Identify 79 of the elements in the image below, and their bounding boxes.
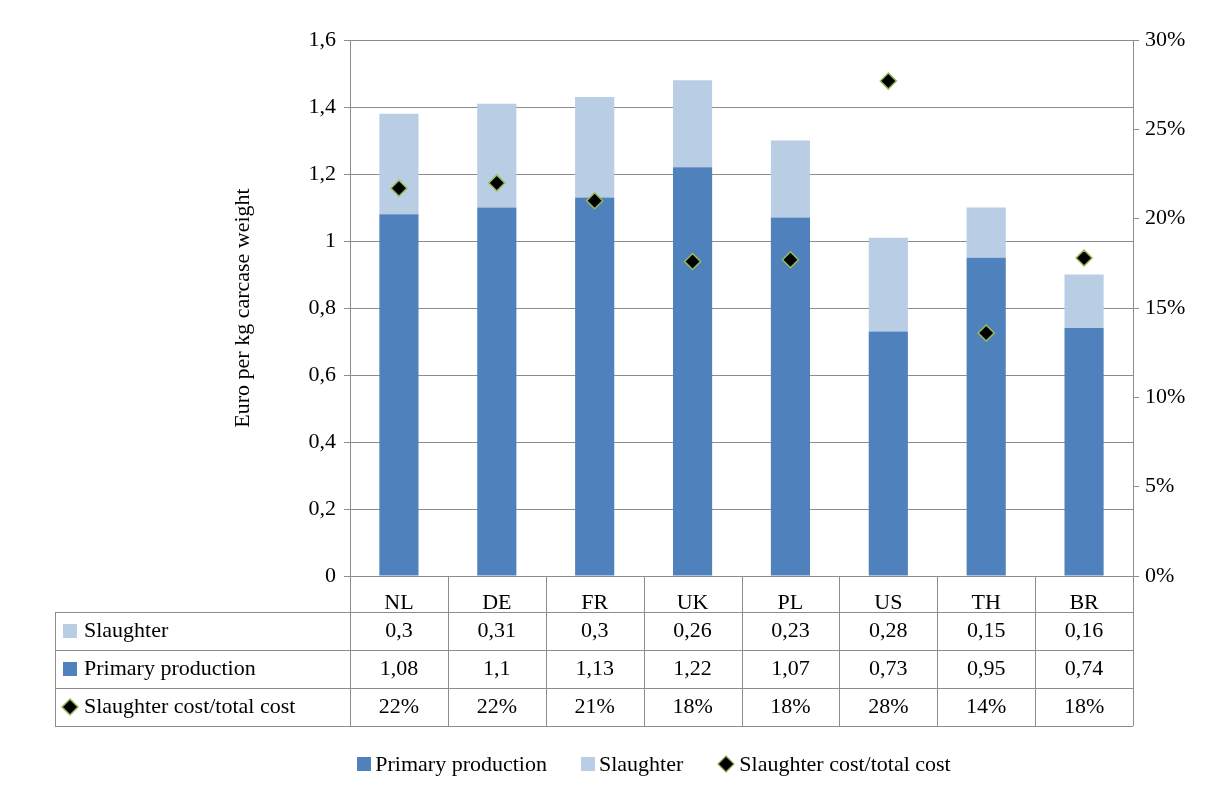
y-tick-label: 1,6	[308, 25, 336, 51]
point	[683, 252, 702, 271]
y2-tick-label: 25%	[1145, 115, 1186, 141]
y2-tick-label: 5%	[1145, 472, 1175, 498]
point	[488, 174, 506, 192]
bar	[770, 140, 811, 218]
y2-tick-label: 30%	[1145, 25, 1186, 51]
point	[1075, 249, 1093, 267]
data-label: 18%	[672, 692, 713, 718]
data-label: 0,26	[673, 616, 712, 642]
y2-tick-label: 10%	[1145, 383, 1186, 409]
data-label: 1,08	[379, 654, 419, 680]
bar	[379, 113, 419, 215]
y-tick-label: 0,6	[308, 360, 336, 386]
data-label: 22%	[378, 692, 420, 718]
data-label: 0,15	[966, 616, 1006, 642]
x-tick-label: UK	[676, 588, 709, 614]
x-tick-label: BR	[1069, 588, 1100, 614]
bar	[477, 103, 517, 208]
bar	[672, 80, 713, 168]
data-label: 0,3	[580, 616, 609, 642]
data-label: 0,73	[869, 654, 908, 680]
y-tick-label: 0,2	[308, 494, 336, 520]
bar	[575, 96, 615, 198]
data-label: 0,74	[1064, 654, 1104, 680]
point	[977, 324, 995, 342]
data-label: 0,95	[966, 654, 1006, 680]
data-label: 14%	[966, 692, 1007, 718]
data-label: 1,13	[575, 654, 614, 680]
data-label: 0,23	[771, 616, 810, 642]
point	[781, 251, 800, 269]
y2-tick-label: 0%	[1145, 561, 1175, 587]
data-label: 1,1	[483, 654, 511, 680]
x-tick-label: FR	[581, 588, 609, 614]
data-label: 1,07	[771, 654, 810, 680]
bar	[868, 331, 908, 576]
y-tick-label: 1,4	[308, 92, 336, 118]
legend-label: Slaughter cost/total cost	[84, 692, 296, 718]
data-label: 0,31	[477, 616, 517, 642]
y2-tick-label: 20%	[1145, 204, 1186, 230]
legend-label: Slaughter	[84, 616, 169, 642]
point	[390, 179, 408, 198]
bar	[1064, 274, 1104, 329]
text: Slaughter cost/total cost	[739, 751, 951, 776]
x-tick-label: NL	[384, 588, 414, 614]
bar	[672, 167, 713, 576]
y-tick-label: 0	[325, 561, 336, 587]
bar	[477, 207, 517, 576]
x-tick-label: PL	[777, 588, 804, 614]
data-label: 0,16	[1064, 616, 1104, 642]
bar	[379, 214, 419, 576]
y-axis-title: Euro per kg carcase weight	[228, 188, 254, 428]
point	[585, 192, 604, 210]
x-tick-label: TH	[971, 588, 1001, 614]
y-tick-label: 0,8	[308, 293, 336, 319]
legend-label: Primary production	[84, 654, 256, 680]
x-tick-label: DE	[482, 588, 512, 614]
bar	[966, 207, 1006, 258]
text: Primary production	[375, 751, 547, 776]
y-tick-label: 0,4	[308, 427, 336, 453]
text: Slaughter	[598, 751, 684, 776]
y-tick-label: 1,2	[308, 159, 336, 185]
data-label: 28%	[868, 692, 909, 718]
bar	[1064, 328, 1104, 576]
bar	[575, 197, 615, 576]
y-tick-label: 1	[325, 226, 336, 252]
x-tick-label: US	[874, 588, 903, 614]
bar	[966, 257, 1006, 576]
data-label: 22%	[476, 692, 517, 718]
data-label: 21%	[574, 692, 615, 718]
point	[879, 72, 898, 90]
y2-tick-label: 15%	[1145, 293, 1186, 319]
data-label: 18%	[770, 692, 811, 718]
bar	[770, 217, 811, 576]
data-label: 0,3	[385, 616, 413, 642]
data-label: 0,28	[869, 616, 908, 642]
data-label: 18%	[1063, 692, 1105, 718]
data-label: 1,22	[673, 654, 712, 680]
bar	[868, 237, 908, 332]
